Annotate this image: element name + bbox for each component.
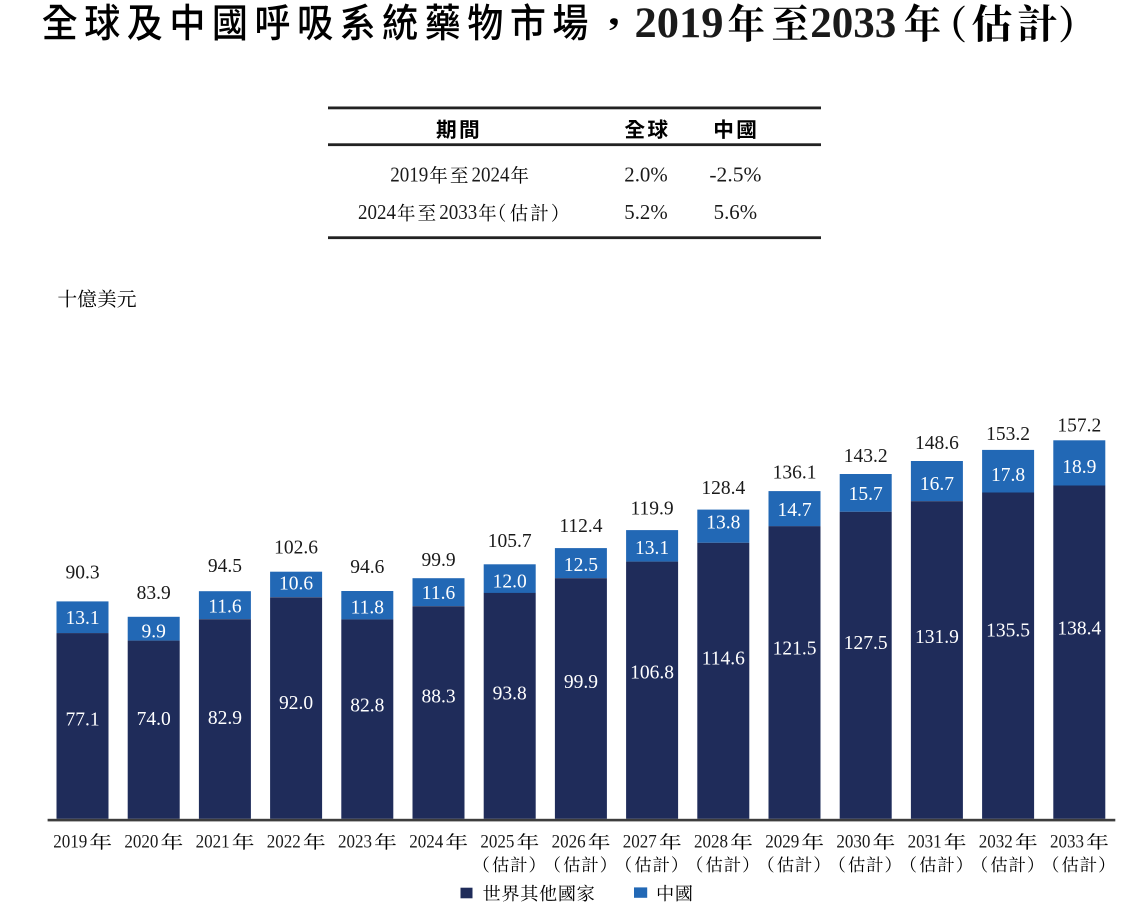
svg-text:18.9: 18.9 <box>1062 457 1096 478</box>
svg-text:143.2: 143.2 <box>844 446 888 467</box>
svg-text:2028: 2028 <box>694 831 728 852</box>
svg-text:11.8: 11.8 <box>351 597 384 618</box>
svg-text:2024: 2024 <box>409 831 443 852</box>
svg-text:119.9: 119.9 <box>631 498 674 519</box>
svg-text:2033: 2033 <box>810 0 896 47</box>
svg-text:94.5: 94.5 <box>208 556 242 577</box>
svg-text:83.9: 83.9 <box>137 583 171 604</box>
svg-text:135.5: 135.5 <box>986 620 1030 641</box>
svg-text:13.1: 13.1 <box>635 538 669 559</box>
svg-text:106.8: 106.8 <box>630 662 674 683</box>
svg-text:2019: 2019 <box>53 831 87 852</box>
svg-text:131.9: 131.9 <box>915 627 959 648</box>
svg-text:14.7: 14.7 <box>777 500 811 521</box>
svg-text:93.8: 93.8 <box>493 683 527 704</box>
svg-text:112.4: 112.4 <box>559 516 602 537</box>
svg-text:17.8: 17.8 <box>991 465 1025 486</box>
svg-text:2024: 2024 <box>472 165 510 187</box>
svg-text:16.7: 16.7 <box>920 474 954 495</box>
svg-text:82.9: 82.9 <box>208 708 242 729</box>
svg-text:82.8: 82.8 <box>350 696 384 717</box>
svg-text:12.0: 12.0 <box>493 571 527 592</box>
svg-text:2026: 2026 <box>552 831 586 852</box>
svg-text:2024: 2024 <box>358 202 396 224</box>
svg-text:11.6: 11.6 <box>208 596 242 617</box>
svg-text:99.9: 99.9 <box>564 672 598 693</box>
svg-text:77.1: 77.1 <box>65 709 99 730</box>
svg-text:2033: 2033 <box>439 202 477 224</box>
svg-text:13.8: 13.8 <box>706 513 740 534</box>
svg-text:92.0: 92.0 <box>279 693 313 714</box>
svg-text:15.7: 15.7 <box>849 484 883 505</box>
svg-text:10.6: 10.6 <box>279 574 313 595</box>
svg-text:2031: 2031 <box>908 831 942 852</box>
svg-text:5.6%: 5.6% <box>714 202 757 224</box>
svg-text:153.2: 153.2 <box>986 424 1030 445</box>
svg-text:13.1: 13.1 <box>65 608 99 629</box>
svg-text:99.9: 99.9 <box>421 550 455 571</box>
svg-text:138.4: 138.4 <box>1057 618 1101 639</box>
svg-text:157.2: 157.2 <box>1057 415 1101 436</box>
svg-text:9.9: 9.9 <box>142 621 166 642</box>
svg-text:114.6: 114.6 <box>702 648 745 669</box>
svg-text:2027: 2027 <box>623 831 657 852</box>
svg-text:2020: 2020 <box>124 831 158 852</box>
svg-text:121.5: 121.5 <box>773 638 817 659</box>
svg-text:5.2%: 5.2% <box>624 202 667 224</box>
svg-text:105.7: 105.7 <box>488 531 532 552</box>
svg-text:12.5: 12.5 <box>564 555 598 576</box>
svg-text:-2.5%: -2.5% <box>709 165 761 187</box>
svg-text:2023: 2023 <box>338 831 372 852</box>
svg-text:2032: 2032 <box>979 831 1013 852</box>
svg-text:2.0%: 2.0% <box>624 165 667 187</box>
svg-text:2033: 2033 <box>1050 831 1084 852</box>
svg-text:11.6: 11.6 <box>422 583 456 604</box>
svg-text:2029: 2029 <box>765 831 799 852</box>
svg-text:148.6: 148.6 <box>915 433 959 454</box>
svg-text:2025: 2025 <box>480 831 514 852</box>
svg-text:2022: 2022 <box>267 831 301 852</box>
svg-text:128.4: 128.4 <box>701 478 745 499</box>
svg-text:2030: 2030 <box>836 831 870 852</box>
svg-text:2019: 2019 <box>390 165 428 187</box>
svg-text:2021: 2021 <box>196 831 230 852</box>
svg-text:74.0: 74.0 <box>137 709 171 730</box>
svg-text:2019: 2019 <box>635 0 724 47</box>
svg-text:136.1: 136.1 <box>773 463 817 484</box>
svg-text:102.6: 102.6 <box>274 538 318 559</box>
svg-text:90.3: 90.3 <box>65 563 99 584</box>
svg-text:127.5: 127.5 <box>844 633 888 654</box>
svg-text:88.3: 88.3 <box>421 687 455 708</box>
svg-text:94.6: 94.6 <box>350 557 384 578</box>
